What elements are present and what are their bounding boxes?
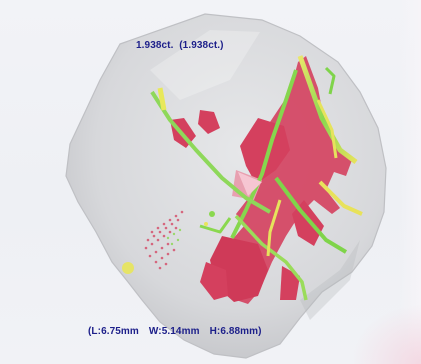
width-value: W:5.14mm bbox=[148, 326, 200, 337]
inclusion-edges bbox=[150, 55, 363, 301]
feather-inclusion-green bbox=[166, 228, 182, 246]
reflection-spots bbox=[122, 172, 262, 274]
feather-inclusion bbox=[144, 210, 184, 270]
viewport-right-edge bbox=[399, 0, 421, 364]
stone-shadow bbox=[300, 240, 360, 320]
carat-weight-label: 1.938ct. (1.938ct.) bbox=[136, 40, 224, 51]
corner-glow bbox=[351, 304, 421, 364]
dimensions-label: (L:6.75mm W:5.14mm H:6.88mm) bbox=[88, 326, 262, 337]
height-value: H:6.88mm) bbox=[209, 326, 262, 337]
length-value: (L:6.75mm bbox=[88, 326, 139, 337]
stone-highlight bbox=[150, 30, 260, 100]
